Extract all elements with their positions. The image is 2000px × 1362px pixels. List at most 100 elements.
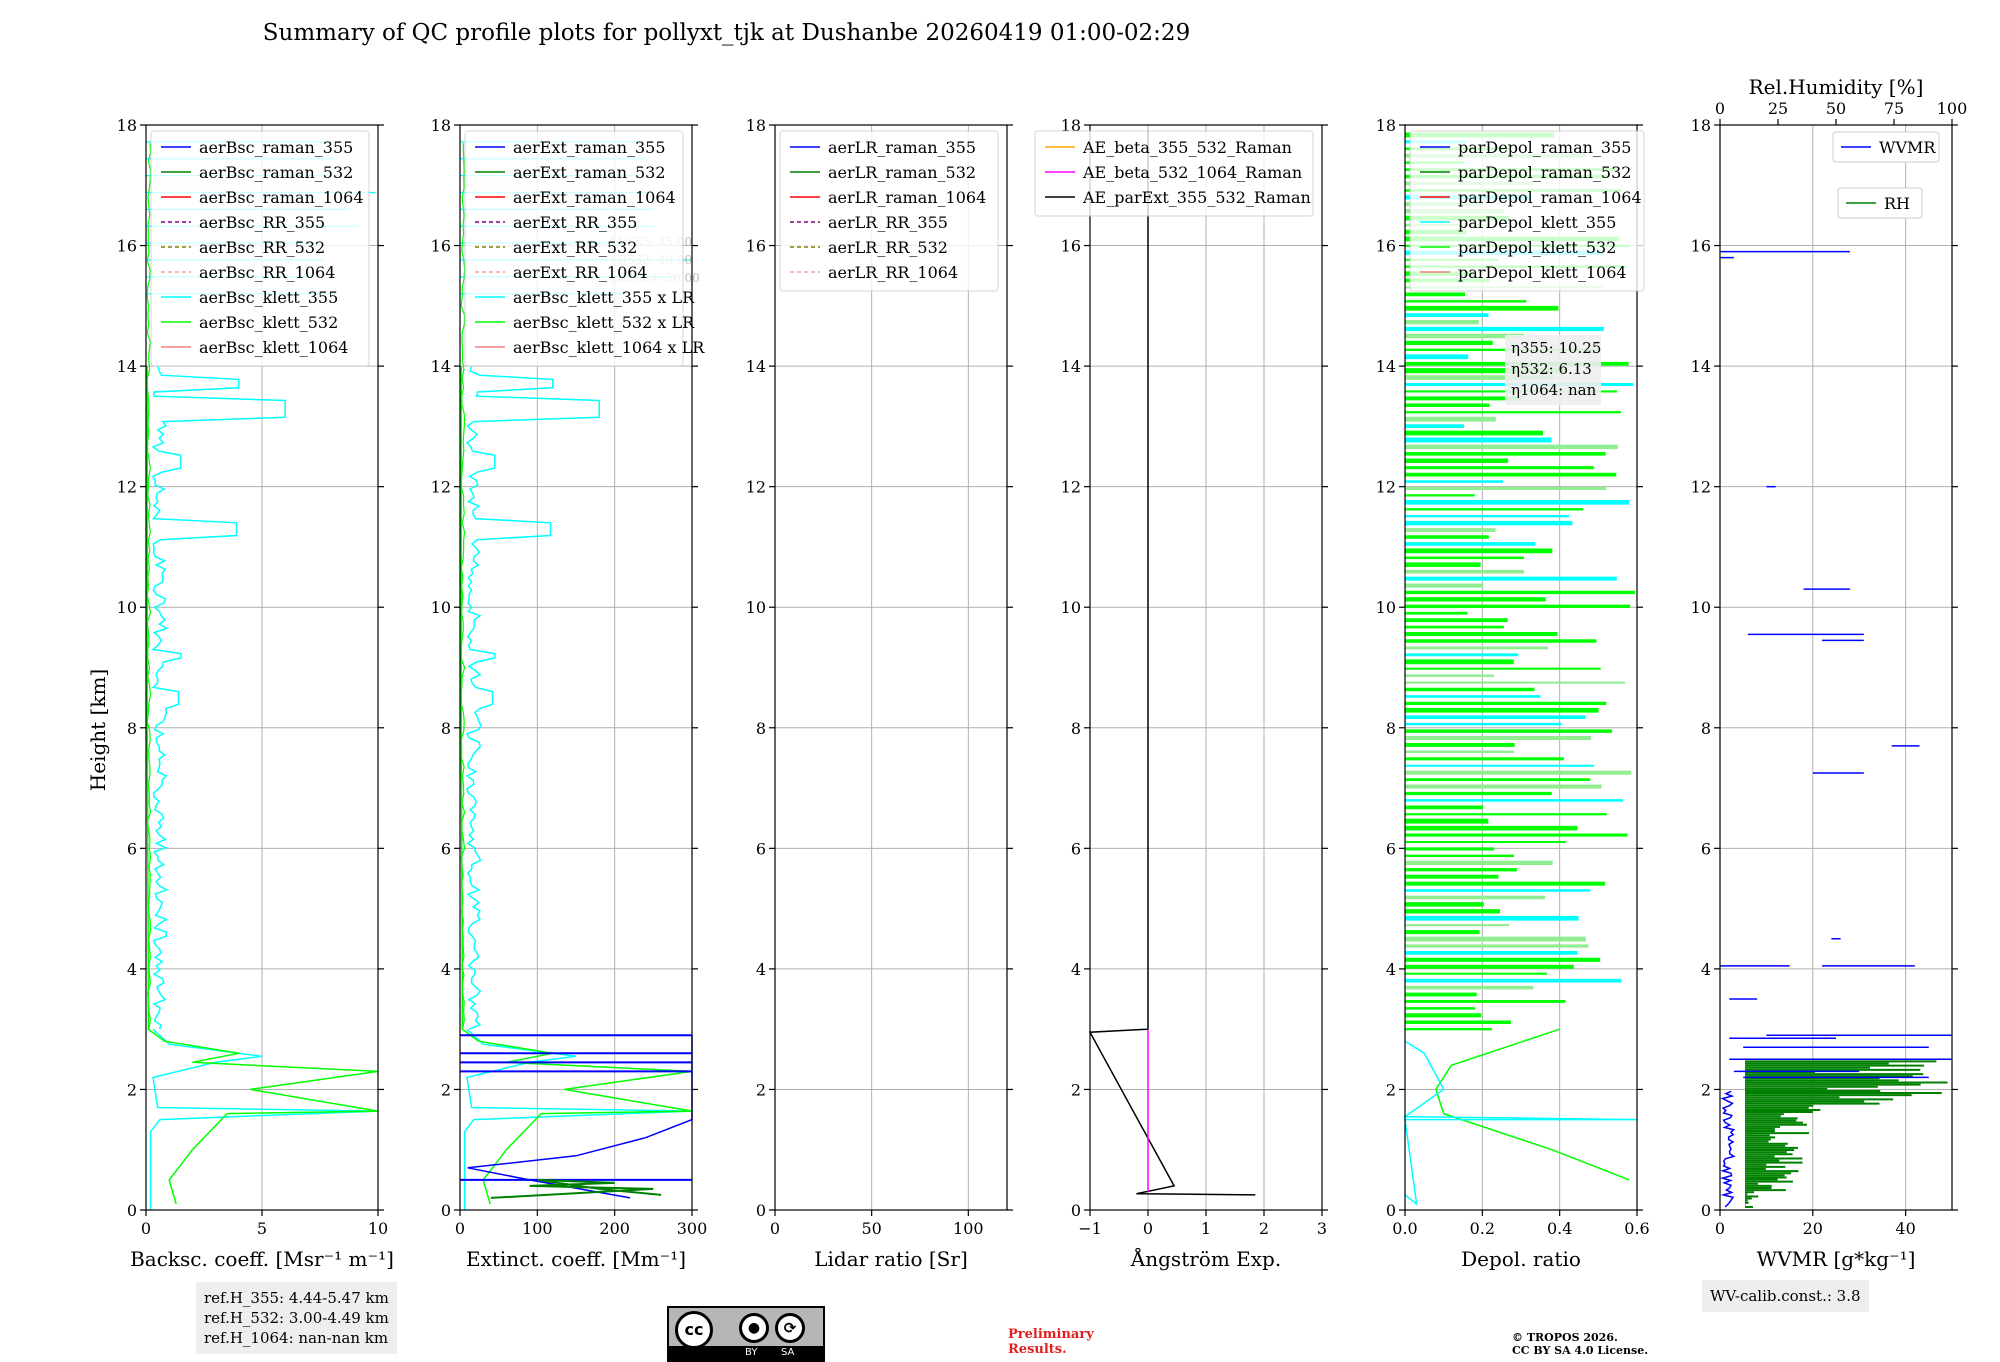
legend-label: aerBsc_RR_355: [199, 213, 325, 232]
y-tick-label: 12: [1061, 478, 1081, 497]
panel-bsc: 0 5 10 0 2 4 6 8 10 12 14 16 18 Backsc. coeff. [Msr⁻¹…: [117, 116, 394, 1271]
legend-label: parDepol_raman_355: [1458, 138, 1631, 157]
x-tick-label: 0.0: [1392, 1219, 1417, 1238]
cc-sa-label: SA: [781, 1347, 795, 1358]
rh-tick-label: 75: [1884, 99, 1904, 118]
y-tick-label: 2: [756, 1080, 766, 1099]
y-tick-label: 6: [1386, 839, 1396, 858]
x-tick-label: 0: [141, 1219, 151, 1238]
y-tick-label: 4: [127, 960, 137, 979]
legend-wv: WVMR RH: [1832, 131, 1940, 219]
legend-label: aerBsc_raman_355: [199, 138, 353, 157]
panel-wv: 0 20 40 Rel.Humidity [%] 0 25 50 75 100 0 2 4 6 8 10 12…: [1691, 75, 1968, 1271]
y-tick-label: 10: [431, 598, 451, 617]
y-tick-label: 14: [1061, 357, 1081, 376]
x-tick-label: 2: [1259, 1219, 1269, 1238]
legend-label: parDepol_raman_1064: [1458, 188, 1642, 207]
x-tick-label: 10: [368, 1219, 388, 1238]
axes-frame: [145, 124, 379, 1211]
y-tick-label: 8: [1701, 719, 1711, 738]
y-tick-label: 14: [117, 357, 137, 376]
axes-frame: [459, 124, 693, 1211]
y-tick-label: 14: [1376, 357, 1396, 376]
y-tick-label: 14: [431, 357, 451, 376]
y-tick-label: 4: [441, 960, 451, 979]
y-tick-label: 8: [441, 719, 451, 738]
ref-height-1064: ref.H_1064: nan-nan km: [204, 1329, 389, 1347]
y-tick-label: 10: [117, 598, 137, 617]
y-tick-label: 18: [746, 116, 766, 135]
x-tick-label: 100: [522, 1219, 553, 1238]
series-depol-klett-532: [1435, 1028, 1630, 1181]
panel-ext: 0100200300LR355: 45.00LR532: 40.00LR1064…: [431, 116, 708, 1271]
series-klett-355-upper: [465, 366, 600, 1030]
y-tick-label: 10: [746, 598, 766, 617]
legend-label: aerBsc_RR_532: [199, 238, 325, 257]
y-tick-label: 14: [746, 357, 766, 376]
data-ae: [1088, 131, 1256, 1196]
cc-license-logo: cc ● ⟳ BY SA: [667, 1306, 825, 1362]
copyright-line-1: © TROPOS 2026.: [1512, 1331, 1618, 1344]
rh-tick-label: 50: [1826, 99, 1846, 118]
y-tick-label: 14: [1691, 357, 1711, 376]
legend-ae: AE_beta_355_532_Raman AE_beta_532_1064_Ra…: [1034, 130, 1314, 217]
x-tick-label: −1: [1078, 1219, 1102, 1238]
legend-label: aerBsc_RR_1064: [199, 263, 335, 282]
wv-calibration-constant: WV-calib.const.: 3.8: [1710, 1287, 1861, 1305]
eta-value-1: η532: 6.13: [1511, 360, 1592, 378]
y-tick-label: 4: [1701, 960, 1711, 979]
legend-box: [1409, 130, 1645, 292]
sa-share-alike-icon: ⟳: [775, 1313, 805, 1343]
preliminary-line-2: Results.: [1008, 1342, 1067, 1357]
preliminary-line-1: Preliminary: [1008, 1327, 1094, 1342]
y-tick-label: 0: [1701, 1201, 1711, 1220]
legend-label: aerLR_raman_355: [828, 138, 976, 157]
legend-label: aerBsc_klett_532 x LR: [513, 313, 695, 332]
series-klett-355-upper: [151, 366, 286, 1030]
y-tick-label: 18: [1061, 116, 1081, 135]
cc-by-label: BY: [745, 1347, 758, 1358]
axes-frame: [1719, 124, 1953, 1211]
x-tick-label: 50: [861, 1219, 881, 1238]
y-tick-label: 6: [1701, 839, 1711, 858]
y-tick-label: 8: [1386, 719, 1396, 738]
copyright-line-2: CC BY SA 4.0 License.: [1512, 1344, 1649, 1357]
series-klett-532: [460, 366, 693, 1205]
x-axis-label: Lidar ratio [Sr]: [814, 1247, 968, 1271]
ref-height-532: ref.H_532: 3.00-4.49 km: [204, 1309, 389, 1327]
legend-label: aerBsc_raman_532: [199, 163, 353, 182]
legend-label: aerBsc_klett_1064: [199, 338, 348, 357]
rh-tick-label: 25: [1768, 99, 1788, 118]
series-klett-532: [146, 366, 379, 1205]
x-axis-label: Ångström Exp.: [1130, 1246, 1281, 1271]
legend-label: aerLR_raman_532: [828, 163, 976, 182]
y-tick-label: 4: [1071, 960, 1081, 979]
x-tick-label: 0: [455, 1219, 465, 1238]
y-tick-label: 18: [431, 116, 451, 135]
legend-box: [150, 130, 370, 367]
axes-frame: [774, 124, 1008, 1211]
figure-title: Summary of QC profile plots for pollyxt_…: [262, 20, 1191, 46]
y-tick-label: 0: [441, 1201, 451, 1220]
legend-label: aerExt_raman_355: [513, 138, 666, 157]
panel-lr: 0 50 100 0 2 4 6 8 10 12 14 16 18 Lidar ratio [Sr] aer…: [746, 116, 1013, 1271]
y-tick-label: 4: [756, 960, 766, 979]
legend-label: aerExt_RR_355: [513, 213, 637, 232]
x-axis-label: Extinct. coeff. [Mm⁻¹]: [466, 1247, 686, 1271]
legend-label: aerExt_RR_532: [513, 238, 637, 257]
x-tick-label: 5: [257, 1219, 267, 1238]
legend-lr: aerLR_raman_355 aerLR_raman_532 aerLR_rama…: [779, 130, 999, 292]
legend-label: aerBsc_klett_1064 x LR: [513, 338, 705, 357]
legend-label: RH: [1884, 194, 1910, 213]
y-tick-label: 18: [1691, 116, 1711, 135]
data-wv: [1719, 250, 1952, 1208]
eta-box-bg: [1505, 335, 1601, 405]
series-ae-parext: [1088, 131, 1256, 1196]
legend-label: aerExt_RR_1064: [513, 263, 648, 282]
rh-tick-label: 100: [1937, 99, 1968, 118]
copyright-note: © TROPOS 2026. CC BY SA 4.0 License.: [1512, 1331, 1648, 1357]
x-tick-label: 20: [1803, 1219, 1823, 1238]
y-tick-label: 2: [1701, 1080, 1711, 1099]
